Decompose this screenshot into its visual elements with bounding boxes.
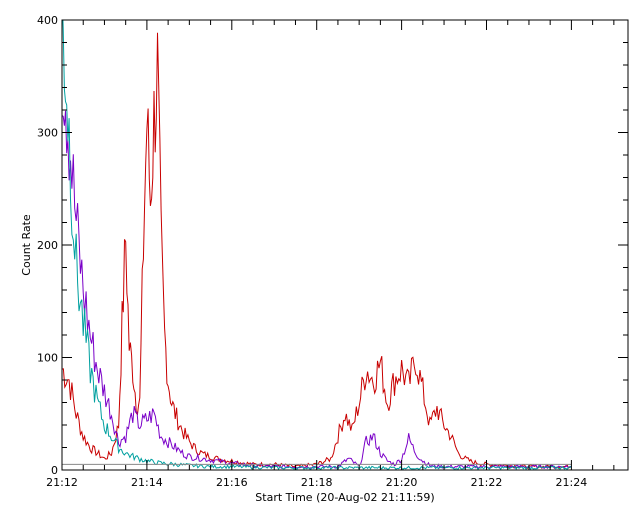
y-tick-label: 300	[37, 127, 58, 140]
x-axis-title: Start Time (20-Aug-02 21:11:59)	[255, 491, 434, 504]
x-tick-label: 21:24	[556, 476, 588, 489]
x-axis: 21:12 21:14 21:16 21:18 21:20 21:22 21:24	[46, 20, 615, 489]
y-axis: 0 100 200 300 400	[37, 14, 628, 477]
y-tick-label: 0	[51, 464, 58, 477]
x-tick-label: 21:16	[216, 476, 248, 489]
y-tick-label: 100	[37, 352, 58, 365]
x-tick-label: 21:12	[46, 476, 78, 489]
x-tick-label: 21:18	[301, 476, 333, 489]
x-tick-label: 21:14	[131, 476, 163, 489]
y-tick-label: 200	[37, 239, 58, 252]
x-tick-label: 21:22	[471, 476, 503, 489]
y-axis-title: Count Rate	[20, 214, 33, 276]
y-tick-label: 400	[37, 14, 58, 27]
x-tick-label: 21:20	[386, 476, 418, 489]
